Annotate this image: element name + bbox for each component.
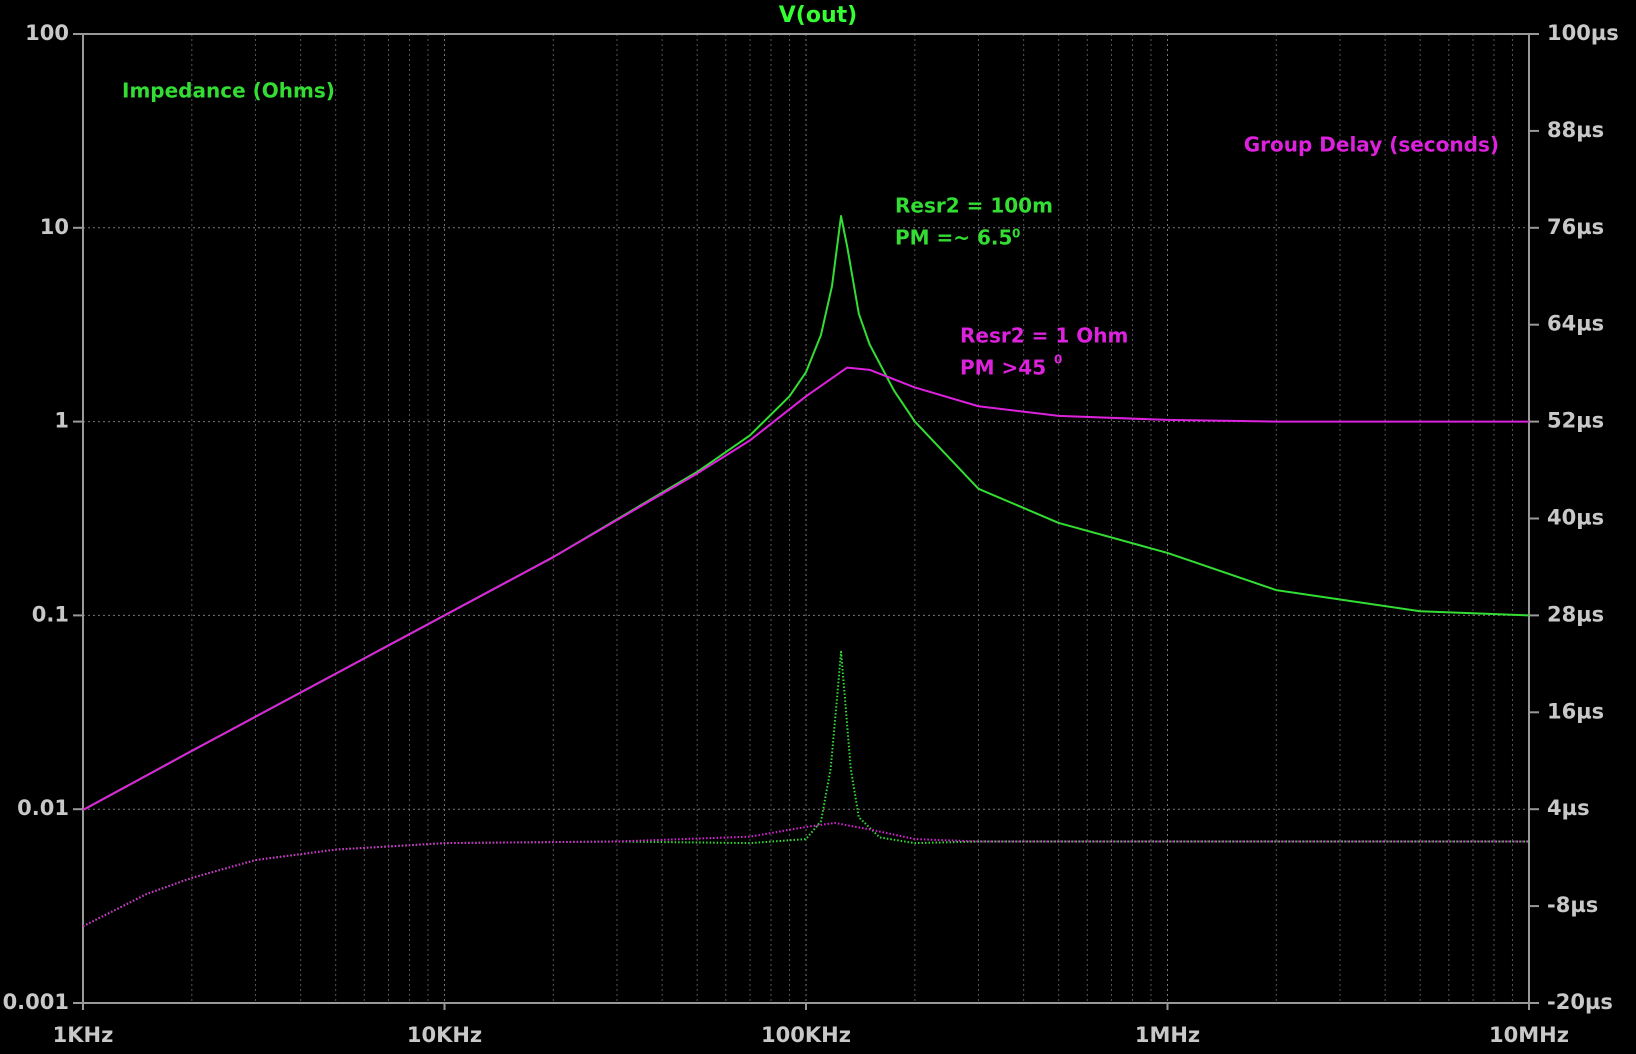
y-tick-label: 10 bbox=[40, 215, 69, 239]
delay-line bbox=[82, 821, 1529, 928]
annotation: 0 bbox=[1054, 353, 1062, 367]
y2-tick-label: 4µs bbox=[1547, 796, 1590, 820]
y2-tick-label: -20µs bbox=[1547, 990, 1613, 1014]
y-tick-label: 0.001 bbox=[3, 990, 69, 1014]
y2-tick-label: 76µs bbox=[1547, 215, 1604, 239]
y2-tick-label: 40µs bbox=[1547, 506, 1604, 530]
annotation: Resr2 = 1 Ohm bbox=[960, 324, 1128, 348]
y2-tick-label: -8µs bbox=[1547, 893, 1598, 917]
annotation: Group Delay (seconds) bbox=[1244, 133, 1499, 157]
impedance-line bbox=[82, 366, 1529, 811]
annotation: Impedance (Ohms) bbox=[122, 79, 335, 103]
x-tick-label: 100KHz bbox=[761, 1023, 851, 1047]
y-tick-label: 0.1 bbox=[32, 602, 69, 626]
x-tick-label: 10MHz bbox=[1489, 1023, 1569, 1047]
y-tick-label: 100 bbox=[25, 21, 69, 45]
y2-tick-label: 52µs bbox=[1547, 409, 1604, 433]
y-tick-label: 1 bbox=[54, 409, 69, 433]
chart-title: V(out) bbox=[779, 3, 857, 28]
y2-tick-label: 16µs bbox=[1547, 699, 1604, 723]
y2-tick-label: 88µs bbox=[1547, 118, 1604, 142]
annotation: PM =~ 6.5 bbox=[895, 226, 1012, 250]
y2-tick-label: 28µs bbox=[1547, 602, 1604, 626]
plot-frame bbox=[82, 33, 1530, 1004]
x-tick-label: 1KHz bbox=[53, 1023, 114, 1047]
x-tick-label: 10KHz bbox=[407, 1023, 482, 1047]
annotation: Resr2 = 100m bbox=[895, 194, 1053, 218]
x-tick-label: 1MHz bbox=[1135, 1023, 1200, 1047]
annotation: PM >45 bbox=[960, 356, 1046, 380]
annotation: 0 bbox=[1012, 227, 1020, 241]
y2-tick-label: 64µs bbox=[1547, 312, 1604, 336]
y-tick-label: 0.01 bbox=[17, 796, 69, 820]
y2-tick-label: 100µs bbox=[1547, 21, 1619, 45]
